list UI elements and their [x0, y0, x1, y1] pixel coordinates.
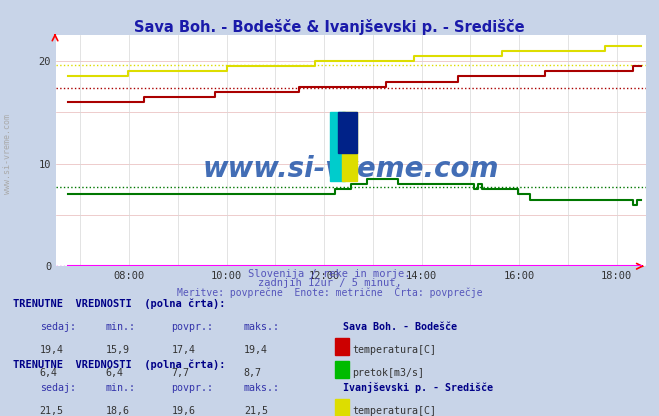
Text: min.:: min.: [105, 383, 136, 393]
Text: povpr.:: povpr.: [171, 383, 214, 393]
FancyBboxPatch shape [338, 111, 357, 153]
Text: povpr.:: povpr.: [171, 322, 214, 332]
Text: sedaj:: sedaj: [40, 383, 76, 393]
Text: 19,4: 19,4 [40, 345, 63, 355]
Text: maks.:: maks.: [244, 383, 280, 393]
Text: 6,4: 6,4 [105, 368, 123, 378]
Text: 18,6: 18,6 [105, 406, 129, 416]
Text: Ivanjševski p. - Središče: Ivanjševski p. - Središče [343, 382, 493, 393]
Text: 21,5: 21,5 [40, 406, 63, 416]
Text: Slovenija / reke in morje.: Slovenija / reke in morje. [248, 269, 411, 279]
Text: 7,7: 7,7 [171, 368, 189, 378]
Text: Sava Boh. - Bodešče: Sava Boh. - Bodešče [343, 322, 457, 332]
Text: temperatura[C]: temperatura[C] [353, 406, 436, 416]
Text: 15,9: 15,9 [105, 345, 129, 355]
Text: TRENUTNE  VREDNOSTI  (polna črta):: TRENUTNE VREDNOSTI (polna črta): [13, 360, 225, 370]
Text: Meritve: povprečne  Enote: metrične  Črta: povprečje: Meritve: povprečne Enote: metrične Črta:… [177, 286, 482, 298]
FancyBboxPatch shape [330, 111, 345, 181]
Text: www.si-vreme.com: www.si-vreme.com [3, 114, 13, 194]
Text: maks.:: maks.: [244, 322, 280, 332]
Text: zadnjih 12ur / 5 minut.: zadnjih 12ur / 5 minut. [258, 278, 401, 288]
FancyBboxPatch shape [342, 111, 357, 181]
Text: www.si-vreme.com: www.si-vreme.com [203, 155, 499, 183]
Text: 21,5: 21,5 [244, 406, 268, 416]
Text: temperatura[C]: temperatura[C] [353, 345, 436, 355]
Text: 6,4: 6,4 [40, 368, 57, 378]
Text: pretok[m3/s]: pretok[m3/s] [353, 368, 424, 378]
Text: 17,4: 17,4 [171, 345, 195, 355]
Text: TRENUTNE  VREDNOSTI  (polna črta):: TRENUTNE VREDNOSTI (polna črta): [13, 299, 225, 309]
Text: min.:: min.: [105, 322, 136, 332]
Text: 19,6: 19,6 [171, 406, 195, 416]
Text: 19,4: 19,4 [244, 345, 268, 355]
Text: sedaj:: sedaj: [40, 322, 76, 332]
Text: 8,7: 8,7 [244, 368, 262, 378]
Text: Sava Boh. - Bodešče & Ivanjševski p. - Središče: Sava Boh. - Bodešče & Ivanjševski p. - S… [134, 19, 525, 35]
